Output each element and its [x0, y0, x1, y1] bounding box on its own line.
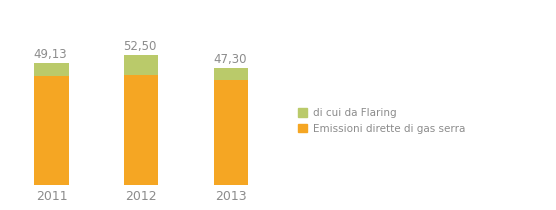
Legend: di cui da Flaring, Emissioni dirette di gas serra: di cui da Flaring, Emissioni dirette di …: [294, 104, 469, 138]
Bar: [124, 75, 158, 185]
Bar: [34, 63, 68, 76]
Bar: [124, 55, 158, 75]
Text: 47,30: 47,30: [213, 53, 246, 66]
Bar: [214, 80, 248, 185]
Text: 52,50: 52,50: [123, 40, 157, 53]
Bar: [214, 68, 248, 80]
Bar: [34, 76, 68, 185]
Text: 49,13: 49,13: [33, 49, 67, 62]
